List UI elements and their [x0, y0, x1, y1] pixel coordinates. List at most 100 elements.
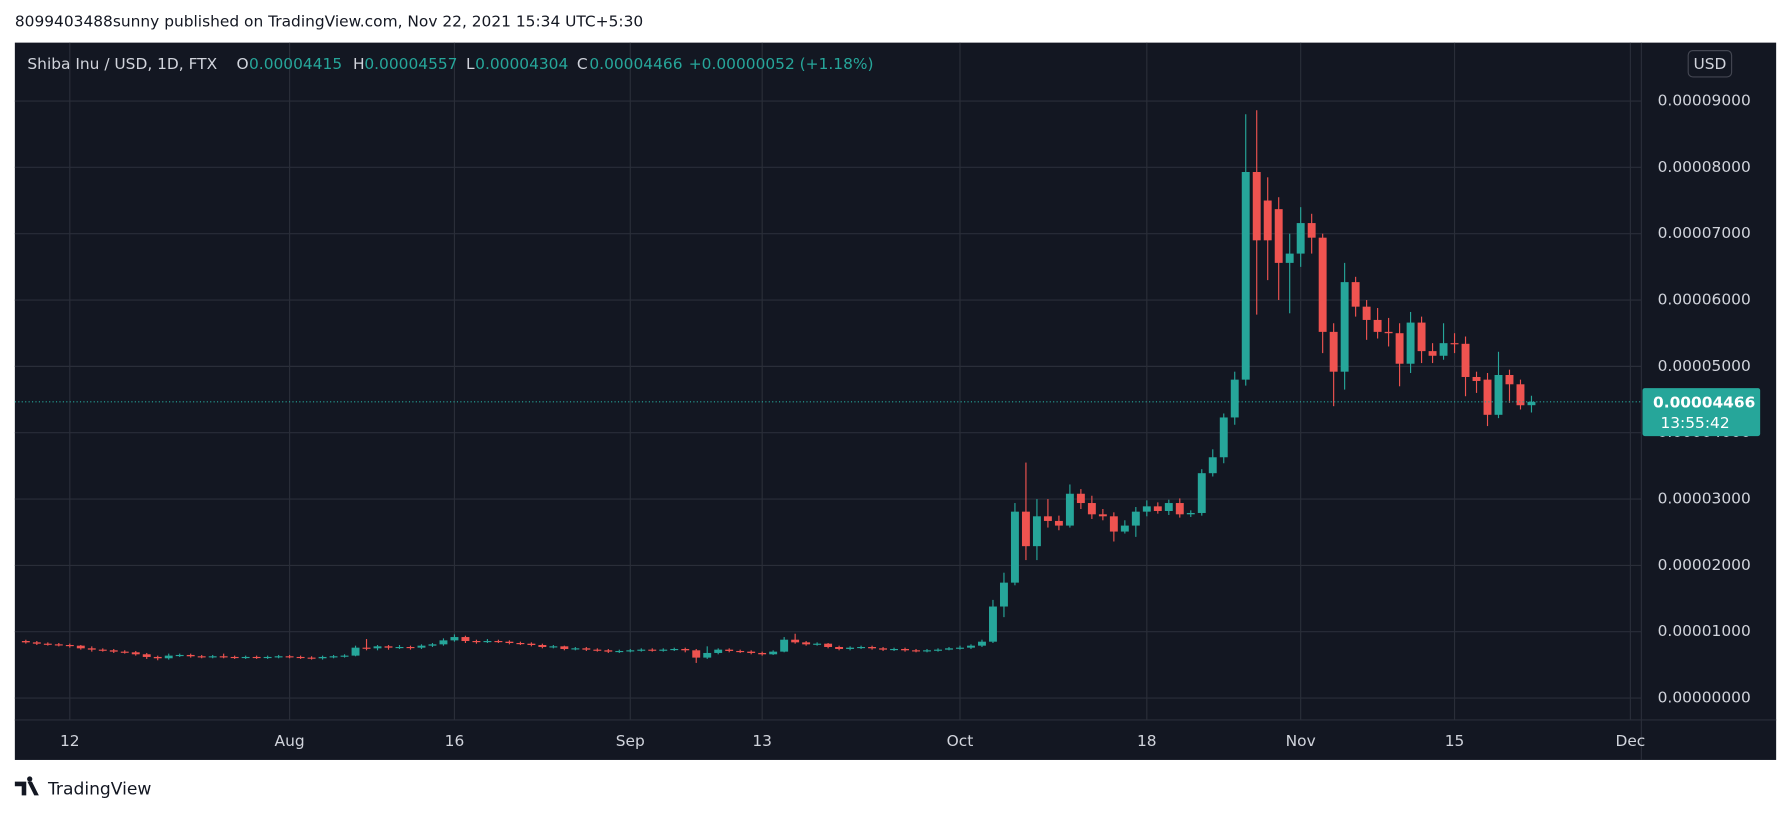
candle-body — [769, 651, 778, 655]
candle-body — [538, 645, 547, 647]
candle-body — [615, 650, 624, 653]
currency-label[interactable]: USD — [1693, 55, 1726, 73]
candle-body — [1252, 171, 1261, 241]
candle-body — [1197, 473, 1206, 513]
candle-body — [472, 641, 481, 643]
candle-body — [153, 656, 162, 659]
candle-body — [681, 648, 690, 651]
candle-body — [131, 652, 140, 655]
candle-body — [505, 641, 514, 644]
candle-body — [362, 647, 371, 649]
candle-body — [1505, 374, 1514, 385]
candle-body — [307, 657, 316, 659]
candle-body — [780, 639, 789, 652]
chart-panel: 0.00000000 0.00001000 0.00002000 0.00003000… — [14, 42, 1777, 760]
candle-body — [340, 655, 349, 657]
candle-body — [1318, 237, 1327, 332]
candle-body — [1241, 171, 1250, 380]
candle-body — [1208, 457, 1217, 474]
legend-label: L — [466, 55, 475, 73]
currency-button[interactable] — [1687, 50, 1733, 78]
x-tick-label: Aug — [275, 732, 305, 750]
candle-body — [329, 656, 338, 658]
candle-body — [450, 637, 459, 641]
candle-body — [1032, 516, 1041, 547]
candle-body — [560, 646, 569, 649]
candle-body — [1285, 253, 1294, 263]
candle-body — [857, 646, 866, 649]
y-tick-label: 0.00008000 — [1658, 158, 1751, 176]
candle-body — [1076, 493, 1085, 504]
candle-body — [1329, 331, 1338, 372]
candle-body — [901, 648, 909, 651]
legend-value: 0.00004557 — [364, 55, 457, 73]
legend-value: 0.00004415 — [249, 55, 342, 73]
candle-body — [21, 641, 30, 643]
candle-body — [1230, 379, 1239, 418]
candle-body — [1153, 506, 1162, 511]
axes: 0.00000000 0.00001000 0.00002000 0.00003000… — [14, 92, 1761, 750]
candle-body — [1098, 514, 1107, 517]
candle-body — [923, 650, 931, 652]
candle-body — [1065, 493, 1074, 526]
candle-body — [186, 654, 195, 657]
candle-body — [175, 654, 184, 657]
candle-body — [318, 656, 327, 659]
candle-body — [1054, 520, 1063, 526]
countdown-label: 13:55:42 — [1660, 414, 1729, 432]
candle-body — [1010, 511, 1019, 583]
candle-body — [945, 648, 953, 650]
candle-body — [1461, 343, 1470, 377]
candle-body — [1362, 306, 1371, 320]
last-price-label: 0.00004466 — [1653, 393, 1755, 411]
x-tick-label: 13 — [752, 732, 772, 750]
y-tick-label: 0.00000000 — [1658, 689, 1751, 707]
legend-label: O — [236, 55, 248, 73]
candle-body — [868, 646, 877, 649]
candle-body — [439, 640, 448, 645]
y-tick-label: 0.00009000 — [1658, 92, 1751, 110]
candle-body — [1516, 384, 1525, 406]
candle-body — [1494, 374, 1503, 415]
y-tick-label: 0.00002000 — [1658, 556, 1751, 574]
candle-body — [87, 648, 96, 650]
candle-body — [406, 646, 415, 649]
legend-value: 0.00004304 — [475, 55, 568, 73]
candle-body — [285, 656, 294, 658]
candle-body — [879, 648, 888, 650]
candle-body — [274, 656, 283, 658]
candle-body — [32, 642, 41, 644]
y-tick-label: 0.00001000 — [1658, 622, 1751, 640]
candle-body — [670, 648, 679, 651]
candle-body — [296, 656, 305, 659]
candle-body — [494, 641, 503, 643]
candle-body — [604, 650, 613, 652]
candle-body — [208, 656, 217, 658]
candle-body — [1043, 516, 1052, 521]
candle-body — [1428, 351, 1437, 356]
candle-body — [1164, 503, 1173, 511]
y-tick-label: 0.00007000 — [1658, 224, 1751, 242]
candle-body — [571, 648, 580, 650]
candle-body — [1175, 503, 1184, 515]
candle-body — [76, 645, 85, 649]
candle-body — [703, 652, 712, 658]
candle-body — [725, 649, 734, 651]
candle-body — [824, 643, 833, 647]
brand-logo: TradingView — [14, 776, 151, 800]
candle-body — [835, 646, 844, 649]
candle-body — [1186, 512, 1195, 515]
candle-body — [1483, 379, 1492, 415]
y-tick-label: 0.00006000 — [1658, 291, 1751, 309]
candle-body — [890, 648, 899, 651]
brand-icon — [14, 776, 39, 796]
brand-name: TradingView — [47, 780, 151, 800]
candle-body — [1120, 525, 1129, 532]
candles — [21, 110, 1536, 663]
ohlc-legend: O 0.00004415 H 0.00004557 L 0.00004304 C 0.0000… — [236, 55, 682, 73]
candle-body — [934, 649, 942, 651]
candle-body — [417, 645, 426, 648]
grid — [14, 42, 1642, 720]
candle-body — [1439, 343, 1448, 356]
